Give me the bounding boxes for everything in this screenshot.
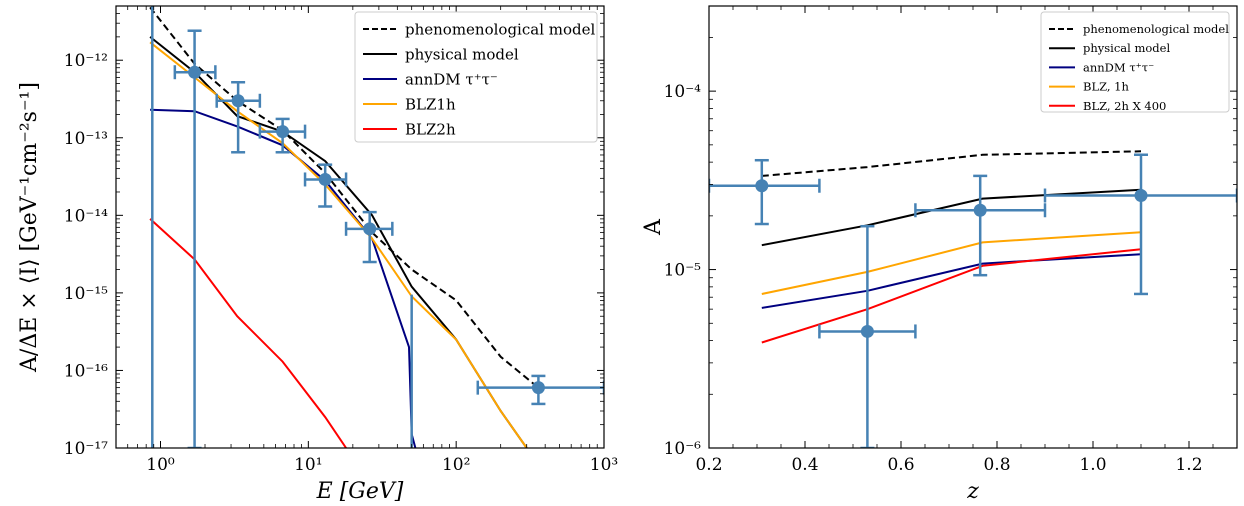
series-line-3	[761, 253, 1142, 309]
legend-label-3: annDM τ⁺τ⁻	[1083, 60, 1154, 74]
plot-area	[149, 6, 604, 448]
marker	[755, 179, 769, 193]
data-point-5	[344, 210, 394, 264]
x-tick-label: 10³	[590, 455, 618, 475]
legend: phenomenological model physical model annD…	[1040, 11, 1230, 113]
data-point-3	[258, 117, 307, 154]
legend-label-4: BLZ1h	[405, 95, 456, 113]
legend-label-2: physical model	[405, 45, 519, 63]
marker	[276, 125, 290, 139]
y-tick-label: 10⁻⁴	[664, 82, 702, 102]
data-point-4	[1043, 153, 1237, 296]
plot-area	[709, 150, 1237, 448]
data-point-2	[215, 80, 262, 154]
chart-1: 10⁰ 10¹ 10² 10³ 10⁻¹⁷ 10⁻¹⁶ 10⁻¹⁵ 10⁻¹⁴ 10⁻¹³ 10⁻…	[17, 5, 618, 504]
legend-label-4: BLZ, 1h	[1083, 80, 1130, 94]
y-axis-label: A/ΔE × ⟨I⟩ [GeV⁻¹cm⁻²s⁻¹]	[17, 82, 42, 373]
x-tick-label: 1.0	[1079, 455, 1106, 475]
y-tick-label: 10⁻¹⁴	[64, 206, 108, 226]
x-tick-label: 0.6	[887, 455, 914, 475]
marker	[531, 381, 545, 395]
data-point-2	[818, 224, 917, 448]
legend: phenomenological model physical model annD…	[354, 11, 598, 143]
data-point-3	[914, 174, 1047, 277]
axis-ticks: 0.2 0.4 0.6 0.8 1.0 1.2 10⁻⁶ 10⁻⁵ 10⁻⁴	[664, 6, 1238, 475]
x-tick-label: 0.2	[695, 455, 722, 475]
x-tick-label: 10²	[442, 455, 470, 475]
marker	[363, 222, 377, 236]
series-line-1	[761, 150, 1142, 177]
data-point-1	[173, 29, 217, 448]
series-line-3	[150, 108, 417, 448]
y-tick-label: 10⁻¹⁶	[64, 361, 108, 381]
legend-label-1: phenomenological model	[405, 20, 595, 38]
y-tick-label: 10⁻¹³	[64, 129, 108, 149]
y-axis-label: A	[641, 218, 666, 236]
marker	[188, 65, 202, 79]
legend-label-3: annDM τ⁺τ⁻	[405, 70, 498, 88]
y-tick-label: 10⁻¹²	[64, 51, 108, 71]
x-tick-label: 10¹	[294, 455, 322, 475]
legend-label-5: BLZ, 2h X 400	[1083, 99, 1166, 113]
series-line-4	[761, 231, 1142, 295]
series-line-1	[149, 6, 543, 392]
marker	[231, 94, 245, 108]
chart-2: 0.2 0.4 0.6 0.8 1.0 1.2 10⁻⁶ 10⁻⁵ 10⁻⁴ z Aphenomen…	[641, 5, 1238, 504]
x-axis-label: z	[966, 479, 979, 504]
x-tick-label: 0.8	[983, 455, 1010, 475]
data-point-1	[709, 158, 821, 226]
marker	[318, 172, 332, 186]
data-point-6	[476, 374, 604, 406]
x-tick-label: 1.2	[1175, 455, 1202, 475]
series-line-5	[761, 248, 1142, 344]
y-tick-label: 10⁻⁵	[664, 261, 702, 281]
marker	[860, 324, 874, 338]
legend-frame	[354, 11, 598, 143]
x-tick-label: 0.4	[791, 455, 818, 475]
data-point-4	[303, 163, 348, 208]
marker	[1134, 189, 1148, 203]
series-line-2	[761, 188, 1142, 247]
legend-label-5: BLZ2h	[405, 120, 456, 138]
axis-ticks: 10⁰ 10¹ 10² 10³ 10⁻¹⁷ 10⁻¹⁶ 10⁻¹⁵ 10⁻¹⁴ 10⁻¹³ 10⁻…	[64, 5, 618, 475]
x-tick-label: 10⁰	[146, 455, 175, 475]
y-tick-label: 10⁻⁶	[664, 439, 702, 459]
legend-label-1: phenomenological model	[1083, 22, 1229, 36]
y-tick-label: 10⁻¹⁷	[64, 439, 108, 459]
legend-frame	[1040, 11, 1230, 113]
legend-label-2: physical model	[1083, 41, 1170, 55]
y-tick-label: 10⁻¹⁵	[64, 284, 108, 304]
x-axis-label: E [GeV]	[316, 479, 404, 504]
series-line-5	[149, 218, 347, 448]
marker	[973, 203, 987, 217]
